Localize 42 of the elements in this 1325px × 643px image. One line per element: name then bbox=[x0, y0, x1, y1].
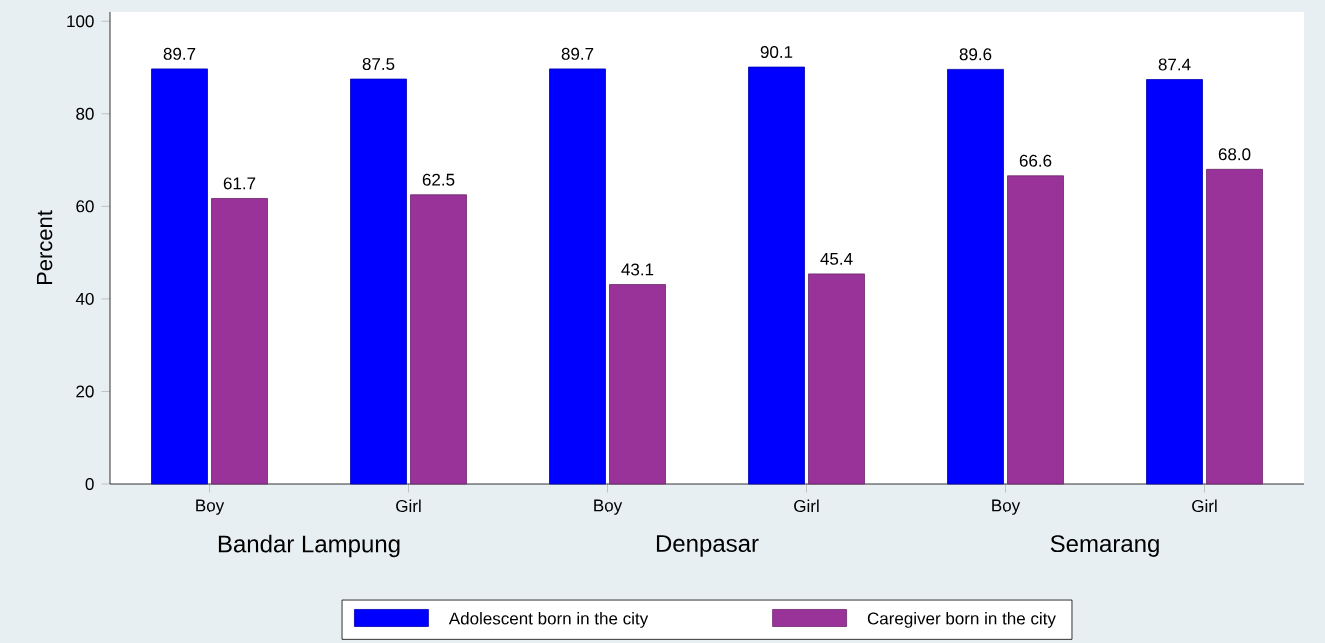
legend-label: Caregiver born in the city bbox=[867, 612, 1056, 628]
data-label: 43.1 bbox=[621, 263, 654, 276]
bar bbox=[211, 198, 268, 485]
x-tick-label: Boy bbox=[196, 499, 225, 515]
y-tick-label: 40 bbox=[75, 292, 94, 305]
data-label: 87.5 bbox=[362, 58, 395, 71]
x-tick-label: Girl bbox=[396, 499, 421, 513]
legend-label: Adolescent born in the city bbox=[448, 612, 649, 628]
text: Bandar Lampung bbox=[218, 534, 400, 558]
bar bbox=[1007, 175, 1064, 485]
data-label: 90.1 bbox=[760, 45, 793, 58]
y-tick-label: 100 bbox=[67, 15, 94, 28]
x-tick-label: Girl bbox=[794, 499, 819, 513]
data-label: 45.4 bbox=[820, 252, 853, 265]
x-tick-label: Boy bbox=[594, 499, 623, 515]
bar bbox=[549, 68, 606, 485]
bar bbox=[151, 68, 208, 485]
data-label: 89.7 bbox=[561, 47, 594, 60]
y-tick-label: 60 bbox=[76, 200, 94, 213]
data-label: 89.6 bbox=[959, 48, 992, 61]
bar bbox=[808, 273, 865, 485]
data-label: 62.5 bbox=[422, 173, 455, 186]
bar bbox=[1146, 79, 1203, 485]
y-tick-label: 20 bbox=[76, 385, 94, 398]
bar bbox=[410, 194, 467, 485]
bar bbox=[1206, 168, 1263, 485]
data-label: 61.7 bbox=[223, 177, 256, 190]
bar bbox=[609, 284, 666, 485]
data-label: 68.0 bbox=[1218, 148, 1251, 161]
bar bbox=[350, 78, 407, 485]
text: Semarang bbox=[1050, 535, 1159, 557]
data-label: 87.4 bbox=[1158, 58, 1191, 71]
y-tick-label: 80 bbox=[76, 107, 94, 120]
data-label: 89.7 bbox=[163, 47, 196, 60]
data-label: 66.6 bbox=[1019, 154, 1052, 167]
x-tick-label: Boy bbox=[992, 499, 1021, 515]
bar bbox=[947, 68, 1004, 485]
y-tick-label: 0 bbox=[85, 478, 94, 491]
bar bbox=[748, 66, 805, 485]
text: Denpasar bbox=[656, 535, 759, 557]
y-axis-title: Percent bbox=[36, 210, 53, 285]
x-tick-label: Girl bbox=[1192, 499, 1217, 513]
